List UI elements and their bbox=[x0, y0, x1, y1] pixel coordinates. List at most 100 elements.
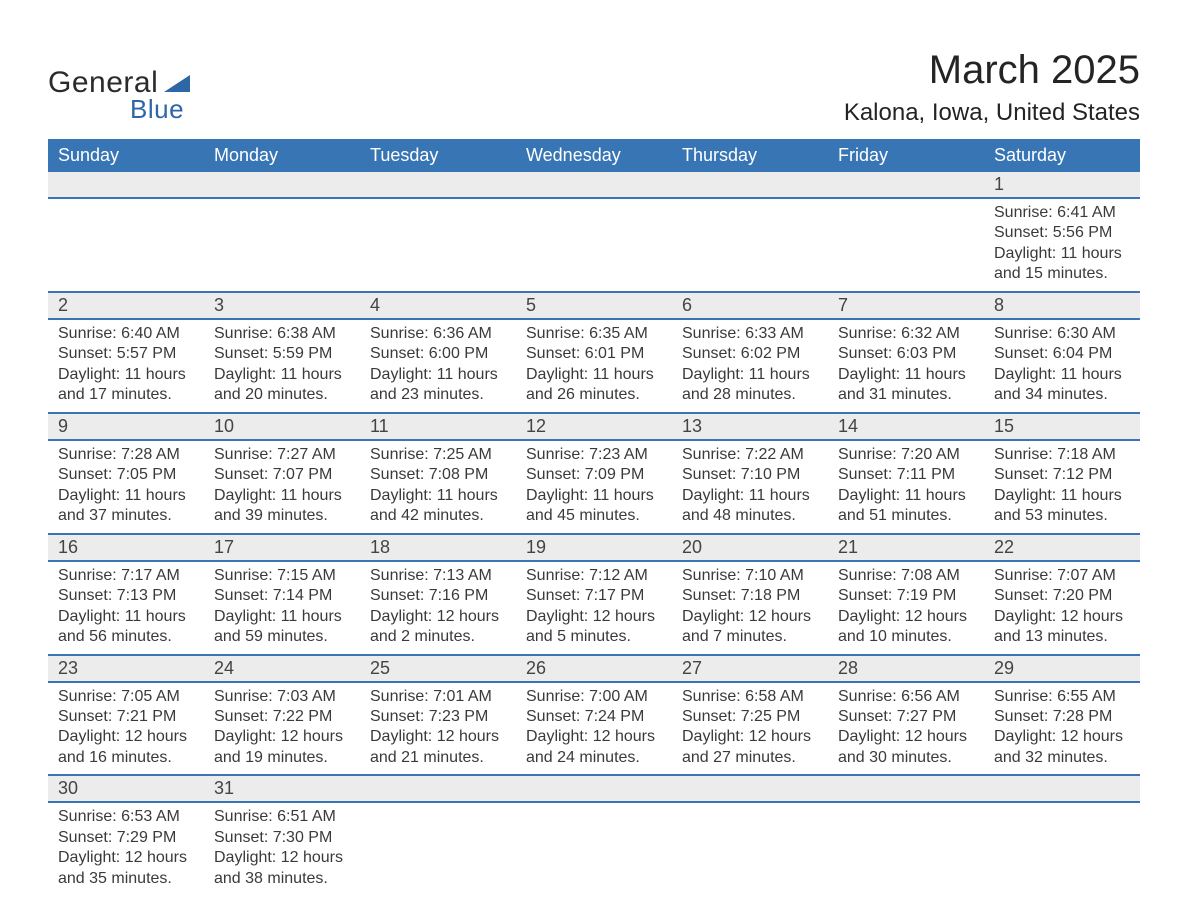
day-number-cell bbox=[516, 775, 672, 802]
day-number-cell: 18 bbox=[360, 534, 516, 561]
weekday-heading: Sunday bbox=[48, 139, 204, 172]
sunrise-text: Sunrise: 7:08 AM bbox=[838, 566, 974, 586]
day-number-cell: 5 bbox=[516, 292, 672, 319]
sunset-text: Sunset: 5:57 PM bbox=[58, 344, 194, 364]
sunset-text: Sunset: 7:18 PM bbox=[682, 586, 818, 606]
day-detail-cell bbox=[828, 198, 984, 292]
sunrise-text: Sunrise: 6:35 AM bbox=[526, 324, 662, 344]
sunset-text: Sunset: 7:27 PM bbox=[838, 707, 974, 727]
daylight-text-1: Daylight: 12 hours bbox=[58, 848, 194, 868]
day-number-cell: 25 bbox=[360, 655, 516, 682]
daylight-text-2: and 38 minutes. bbox=[214, 869, 350, 889]
day-detail-cell: Sunrise: 6:30 AMSunset: 6:04 PMDaylight:… bbox=[984, 319, 1140, 413]
day-number-cell: 10 bbox=[204, 413, 360, 440]
sunset-text: Sunset: 7:08 PM bbox=[370, 465, 506, 485]
weekday-heading: Friday bbox=[828, 139, 984, 172]
day-detail-cell: Sunrise: 7:20 AMSunset: 7:11 PMDaylight:… bbox=[828, 440, 984, 534]
day-number-cell: 20 bbox=[672, 534, 828, 561]
sunrise-text: Sunrise: 7:05 AM bbox=[58, 687, 194, 707]
sunset-text: Sunset: 7:19 PM bbox=[838, 586, 974, 606]
day-detail-cell: Sunrise: 6:36 AMSunset: 6:00 PMDaylight:… bbox=[360, 319, 516, 413]
sunset-text: Sunset: 7:20 PM bbox=[994, 586, 1130, 606]
daylight-text-1: Daylight: 11 hours bbox=[682, 486, 818, 506]
day-detail-row: Sunrise: 7:28 AMSunset: 7:05 PMDaylight:… bbox=[48, 440, 1140, 534]
day-detail-cell bbox=[360, 198, 516, 292]
day-detail-cell bbox=[828, 802, 984, 895]
daylight-text-2: and 59 minutes. bbox=[214, 627, 350, 647]
daylight-text-2: and 48 minutes. bbox=[682, 506, 818, 526]
day-number-cell bbox=[828, 172, 984, 198]
sunrise-text: Sunrise: 7:22 AM bbox=[682, 445, 818, 465]
daylight-text-1: Daylight: 12 hours bbox=[370, 727, 506, 747]
daylight-text-2: and 42 minutes. bbox=[370, 506, 506, 526]
daylight-text-1: Daylight: 11 hours bbox=[214, 486, 350, 506]
day-number-row: 2345678 bbox=[48, 292, 1140, 319]
daylight-text-1: Daylight: 11 hours bbox=[214, 607, 350, 627]
sunrise-text: Sunrise: 7:01 AM bbox=[370, 687, 506, 707]
day-number-cell bbox=[984, 775, 1140, 802]
day-detail-row: Sunrise: 7:05 AMSunset: 7:21 PMDaylight:… bbox=[48, 682, 1140, 776]
sunrise-text: Sunrise: 6:32 AM bbox=[838, 324, 974, 344]
day-number-cell bbox=[516, 172, 672, 198]
sunrise-text: Sunrise: 6:38 AM bbox=[214, 324, 350, 344]
day-detail-row: Sunrise: 6:41 AMSunset: 5:56 PMDaylight:… bbox=[48, 198, 1140, 292]
day-detail-cell: Sunrise: 7:08 AMSunset: 7:19 PMDaylight:… bbox=[828, 561, 984, 655]
day-detail-cell bbox=[516, 802, 672, 895]
sunrise-text: Sunrise: 6:58 AM bbox=[682, 687, 818, 707]
daylight-text-2: and 16 minutes. bbox=[58, 748, 194, 768]
day-detail-cell bbox=[48, 198, 204, 292]
day-number-cell: 8 bbox=[984, 292, 1140, 319]
day-number-cell bbox=[360, 775, 516, 802]
day-detail-cell: Sunrise: 7:15 AMSunset: 7:14 PMDaylight:… bbox=[204, 561, 360, 655]
sunrise-text: Sunrise: 6:51 AM bbox=[214, 807, 350, 827]
daylight-text-1: Daylight: 11 hours bbox=[214, 365, 350, 385]
sunrise-text: Sunrise: 7:03 AM bbox=[214, 687, 350, 707]
day-number-cell bbox=[672, 775, 828, 802]
daylight-text-1: Daylight: 12 hours bbox=[838, 727, 974, 747]
day-detail-cell: Sunrise: 6:55 AMSunset: 7:28 PMDaylight:… bbox=[984, 682, 1140, 776]
day-number-cell: 13 bbox=[672, 413, 828, 440]
day-detail-cell: Sunrise: 6:40 AMSunset: 5:57 PMDaylight:… bbox=[48, 319, 204, 413]
daylight-text-2: and 34 minutes. bbox=[994, 385, 1130, 405]
daylight-text-2: and 53 minutes. bbox=[994, 506, 1130, 526]
day-number-cell: 31 bbox=[204, 775, 360, 802]
day-number-cell: 6 bbox=[672, 292, 828, 319]
day-detail-cell bbox=[516, 198, 672, 292]
day-detail-cell: Sunrise: 6:56 AMSunset: 7:27 PMDaylight:… bbox=[828, 682, 984, 776]
sunrise-text: Sunrise: 7:00 AM bbox=[526, 687, 662, 707]
daylight-text-2: and 27 minutes. bbox=[682, 748, 818, 768]
daylight-text-1: Daylight: 11 hours bbox=[994, 486, 1130, 506]
calendar-body: 1Sunrise: 6:41 AMSunset: 5:56 PMDaylight… bbox=[48, 172, 1140, 895]
daylight-text-1: Daylight: 12 hours bbox=[526, 607, 662, 627]
sunset-text: Sunset: 7:17 PM bbox=[526, 586, 662, 606]
sunrise-text: Sunrise: 7:18 AM bbox=[994, 445, 1130, 465]
day-number-cell: 9 bbox=[48, 413, 204, 440]
daylight-text-2: and 23 minutes. bbox=[370, 385, 506, 405]
weekday-heading: Monday bbox=[204, 139, 360, 172]
logo: General Blue bbox=[48, 48, 198, 125]
logo-triangle-shape bbox=[164, 75, 190, 92]
sunrise-text: Sunrise: 6:30 AM bbox=[994, 324, 1130, 344]
day-number-cell: 11 bbox=[360, 413, 516, 440]
day-number-cell: 1 bbox=[984, 172, 1140, 198]
location: Kalona, Iowa, United States bbox=[844, 99, 1140, 127]
sunset-text: Sunset: 7:11 PM bbox=[838, 465, 974, 485]
daylight-text-1: Daylight: 12 hours bbox=[58, 727, 194, 747]
day-detail-cell: Sunrise: 6:41 AMSunset: 5:56 PMDaylight:… bbox=[984, 198, 1140, 292]
daylight-text-2: and 20 minutes. bbox=[214, 385, 350, 405]
day-detail-cell: Sunrise: 6:32 AMSunset: 6:03 PMDaylight:… bbox=[828, 319, 984, 413]
sunset-text: Sunset: 6:01 PM bbox=[526, 344, 662, 364]
day-detail-cell bbox=[360, 802, 516, 895]
sunset-text: Sunset: 6:02 PM bbox=[682, 344, 818, 364]
sunset-text: Sunset: 7:09 PM bbox=[526, 465, 662, 485]
daylight-text-2: and 28 minutes. bbox=[682, 385, 818, 405]
sunrise-text: Sunrise: 6:33 AM bbox=[682, 324, 818, 344]
day-number-cell: 26 bbox=[516, 655, 672, 682]
sunset-text: Sunset: 7:28 PM bbox=[994, 707, 1130, 727]
day-number-cell: 27 bbox=[672, 655, 828, 682]
day-detail-cell: Sunrise: 6:53 AMSunset: 7:29 PMDaylight:… bbox=[48, 802, 204, 895]
daylight-text-1: Daylight: 11 hours bbox=[994, 365, 1130, 385]
day-number-cell bbox=[48, 172, 204, 198]
header: General Blue March 2025 Kalona, Iowa, Un… bbox=[48, 48, 1140, 127]
title-block: March 2025 Kalona, Iowa, United States bbox=[844, 48, 1140, 127]
